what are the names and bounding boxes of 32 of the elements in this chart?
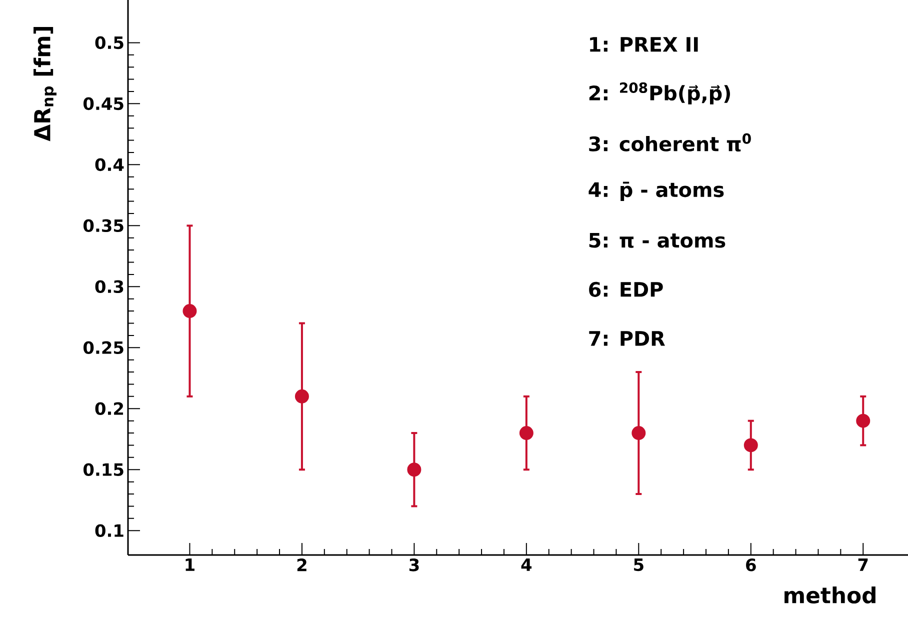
x-tick-label: 1 <box>186 558 194 571</box>
y-tick-label: 0.35 <box>84 219 124 232</box>
x-axis-title: method <box>784 586 876 604</box>
annotation: 4: p̄ - atoms <box>588 182 724 202</box>
y-tick-label: 0.3 <box>95 280 124 294</box>
y-tick-label: 0.25 <box>84 341 124 354</box>
y-axis-title: ΔR$_{np}$ [fm] <box>34 26 56 142</box>
point <box>519 426 534 440</box>
point <box>744 438 758 452</box>
y-tick-label: 0.4 <box>95 158 124 172</box>
annotation: 3: coherent π$^{0}$ <box>589 133 751 152</box>
point <box>856 414 870 428</box>
x-tick-label: 4 <box>521 558 532 571</box>
y-tick-label: 0.15 <box>84 463 124 476</box>
annotation: 2: $^{208}$Pb(p⃗,p⃗) <box>589 82 730 104</box>
x-tick-label: 3 <box>409 558 419 572</box>
annotation: 7: PDR <box>589 331 665 346</box>
annotation: 5: π - atoms <box>589 232 726 248</box>
x-tick-label: 7 <box>858 558 868 571</box>
y-tick-label: 0.5 <box>95 36 124 50</box>
x-tick-label: 2 <box>297 558 306 572</box>
point <box>632 426 646 440</box>
annotation: 1: PREX II <box>590 37 698 52</box>
y-tick-label: 0.1 <box>95 524 124 538</box>
x-tick-label: 6 <box>746 558 756 572</box>
point <box>407 462 422 477</box>
point <box>294 389 309 404</box>
y-tick-label: 0.2 <box>95 402 124 416</box>
y-tick-label: 0.45 <box>84 97 124 110</box>
annotation: 6: EDP <box>589 282 663 297</box>
point <box>182 304 197 318</box>
x-tick-label: 5 <box>634 558 644 572</box>
